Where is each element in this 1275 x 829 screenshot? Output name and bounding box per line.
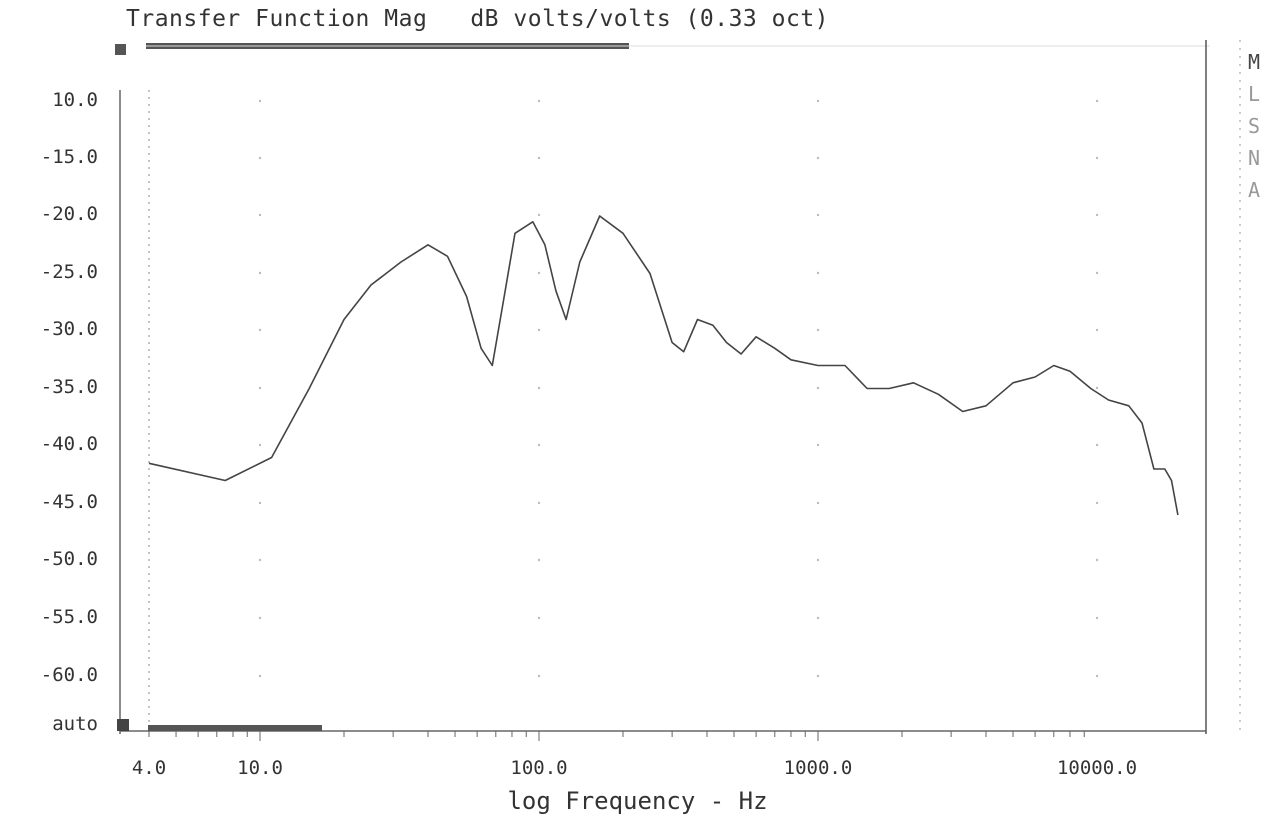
y-tick-label: -30.0 [40,318,98,340]
side-menu-item-a[interactable]: A [1247,178,1261,202]
y-tick-label: -20.0 [40,203,98,225]
grid-dot [1095,99,1099,103]
x-ticks [148,731,1085,741]
grid-dot [1095,674,1099,678]
grid-dot [537,443,541,447]
grid-dot [1095,443,1099,447]
y-tick-label: -35.0 [40,376,98,398]
grid-dot [537,99,541,103]
grid-dot [816,501,820,505]
grid-dot [1095,156,1099,160]
grid-dot [1095,616,1099,620]
grid-dot [258,271,262,275]
grid-dot [1095,328,1099,332]
grid-dot [537,328,541,332]
x-tick-label: 100.0 [510,757,568,779]
grid-dot [1095,501,1099,505]
y-tick-label: -40.0 [40,433,98,455]
grid-dot [258,386,262,390]
y-tick-label: -60.0 [40,664,98,686]
bottom-marker-square [117,719,129,731]
grid-dot [816,271,820,275]
grid-dot [258,328,262,332]
bottom-scroll-bar[interactable] [148,725,322,731]
grid-dot [537,156,541,160]
series-line [148,215,1179,516]
side-menu-item-n[interactable]: N [1247,146,1261,170]
side-menu-item-s[interactable]: S [1247,114,1261,138]
grid-dot [1095,271,1099,275]
grid-dot [537,501,541,505]
grid-dot [816,386,820,390]
grid-dot [816,328,820,332]
y-tick-label: -45.0 [40,491,98,513]
grid-dot [1095,386,1099,390]
grid-dot [816,674,820,678]
y-tick-label: -25.0 [40,261,98,283]
y-tick-label: -15.0 [40,146,98,168]
grid-dot [816,443,820,447]
y-tick-label: 10.0 [52,89,98,111]
x-tick-label: 10.0 [237,757,283,779]
grid-dot [537,674,541,678]
grid-dots [258,99,1099,678]
y-tick-label: -50.0 [40,548,98,570]
grid-dot [258,443,262,447]
grid-dot [537,558,541,562]
side-menu-item-l[interactable]: L [1247,82,1261,106]
grid-dot [537,213,541,217]
grid-dot [537,386,541,390]
grid-dot [816,213,820,217]
side-menu: M L S N A [1234,46,1274,206]
grid-dot [816,616,820,620]
grid-dot [258,99,262,103]
x-axis-label: log Frequency - Hz [507,787,768,815]
chart-title: Transfer Function Mag dB volts/volts (0.… [126,6,830,32]
grid-dot [1095,213,1099,217]
grid-dot [816,558,820,562]
y-tick-label: auto [52,713,98,735]
grid-dot [258,156,262,160]
x-tick-label: 10000.0 [1056,757,1138,779]
grid-dot [537,271,541,275]
x-tick-label: 4.0 [131,757,167,779]
grid-dot [258,501,262,505]
top-marker-square [115,44,126,55]
grid-dot [258,616,262,620]
grid-dot [258,674,262,678]
grid-dot [258,213,262,217]
grid-dot [258,558,262,562]
grid-dot [537,616,541,620]
x-tick-label: 1000.0 [783,757,853,779]
grid-dot [816,99,820,103]
grid-dot [1095,558,1099,562]
grid-dot [816,156,820,160]
side-menu-item-m[interactable]: M [1247,50,1261,74]
y-tick-label: -55.0 [40,606,98,628]
